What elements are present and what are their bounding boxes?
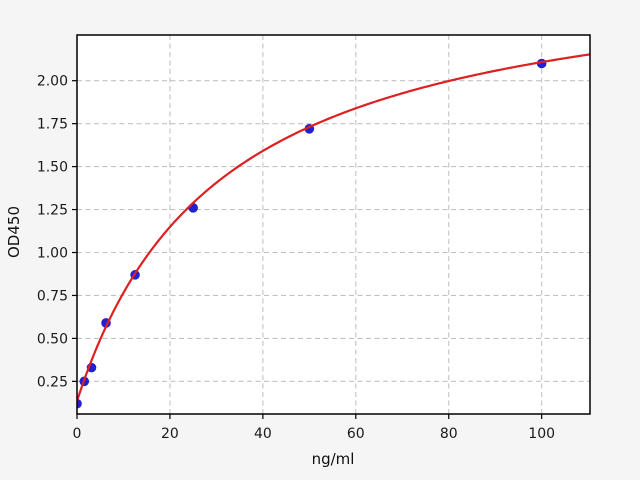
plot-content [77, 53, 590, 409]
x-tick-label: 100 [528, 426, 555, 442]
y-tick-label: 0.25 [37, 374, 68, 390]
fit-curve-line [77, 53, 590, 403]
grid-lines [76, 35, 590, 414]
x-tick-label: 60 [347, 426, 365, 442]
axis-ticks [72, 80, 543, 419]
x-tick-label: 80 [440, 426, 458, 442]
y-tick-label: 0.75 [37, 288, 68, 304]
axes-border [76, 34, 591, 415]
y-tick-label: 1.25 [37, 203, 68, 219]
data-point [77, 398, 82, 409]
y-tick-label: 1.50 [37, 160, 68, 176]
x-axis-label: ng/ml [312, 450, 355, 468]
x-tick-label: 0 [73, 426, 82, 442]
y-tick-label: 1.75 [37, 117, 68, 133]
x-tick-label: 20 [161, 426, 179, 442]
x-tick-labels: 0 20 40 60 80 100 [73, 426, 556, 442]
y-tick-labels: 0.25 0.50 0.75 1.00 1.25 1.50 1.75 2.00 [37, 74, 68, 391]
plot-area [77, 35, 590, 414]
y-tick-label: 0.50 [37, 331, 68, 347]
y-axis-label: OD450 [5, 206, 23, 258]
x-tick-label: 40 [254, 426, 272, 442]
data-point [188, 203, 198, 213]
y-tick-label: 1.00 [37, 246, 68, 262]
y-tick-label: 2.00 [37, 74, 68, 90]
